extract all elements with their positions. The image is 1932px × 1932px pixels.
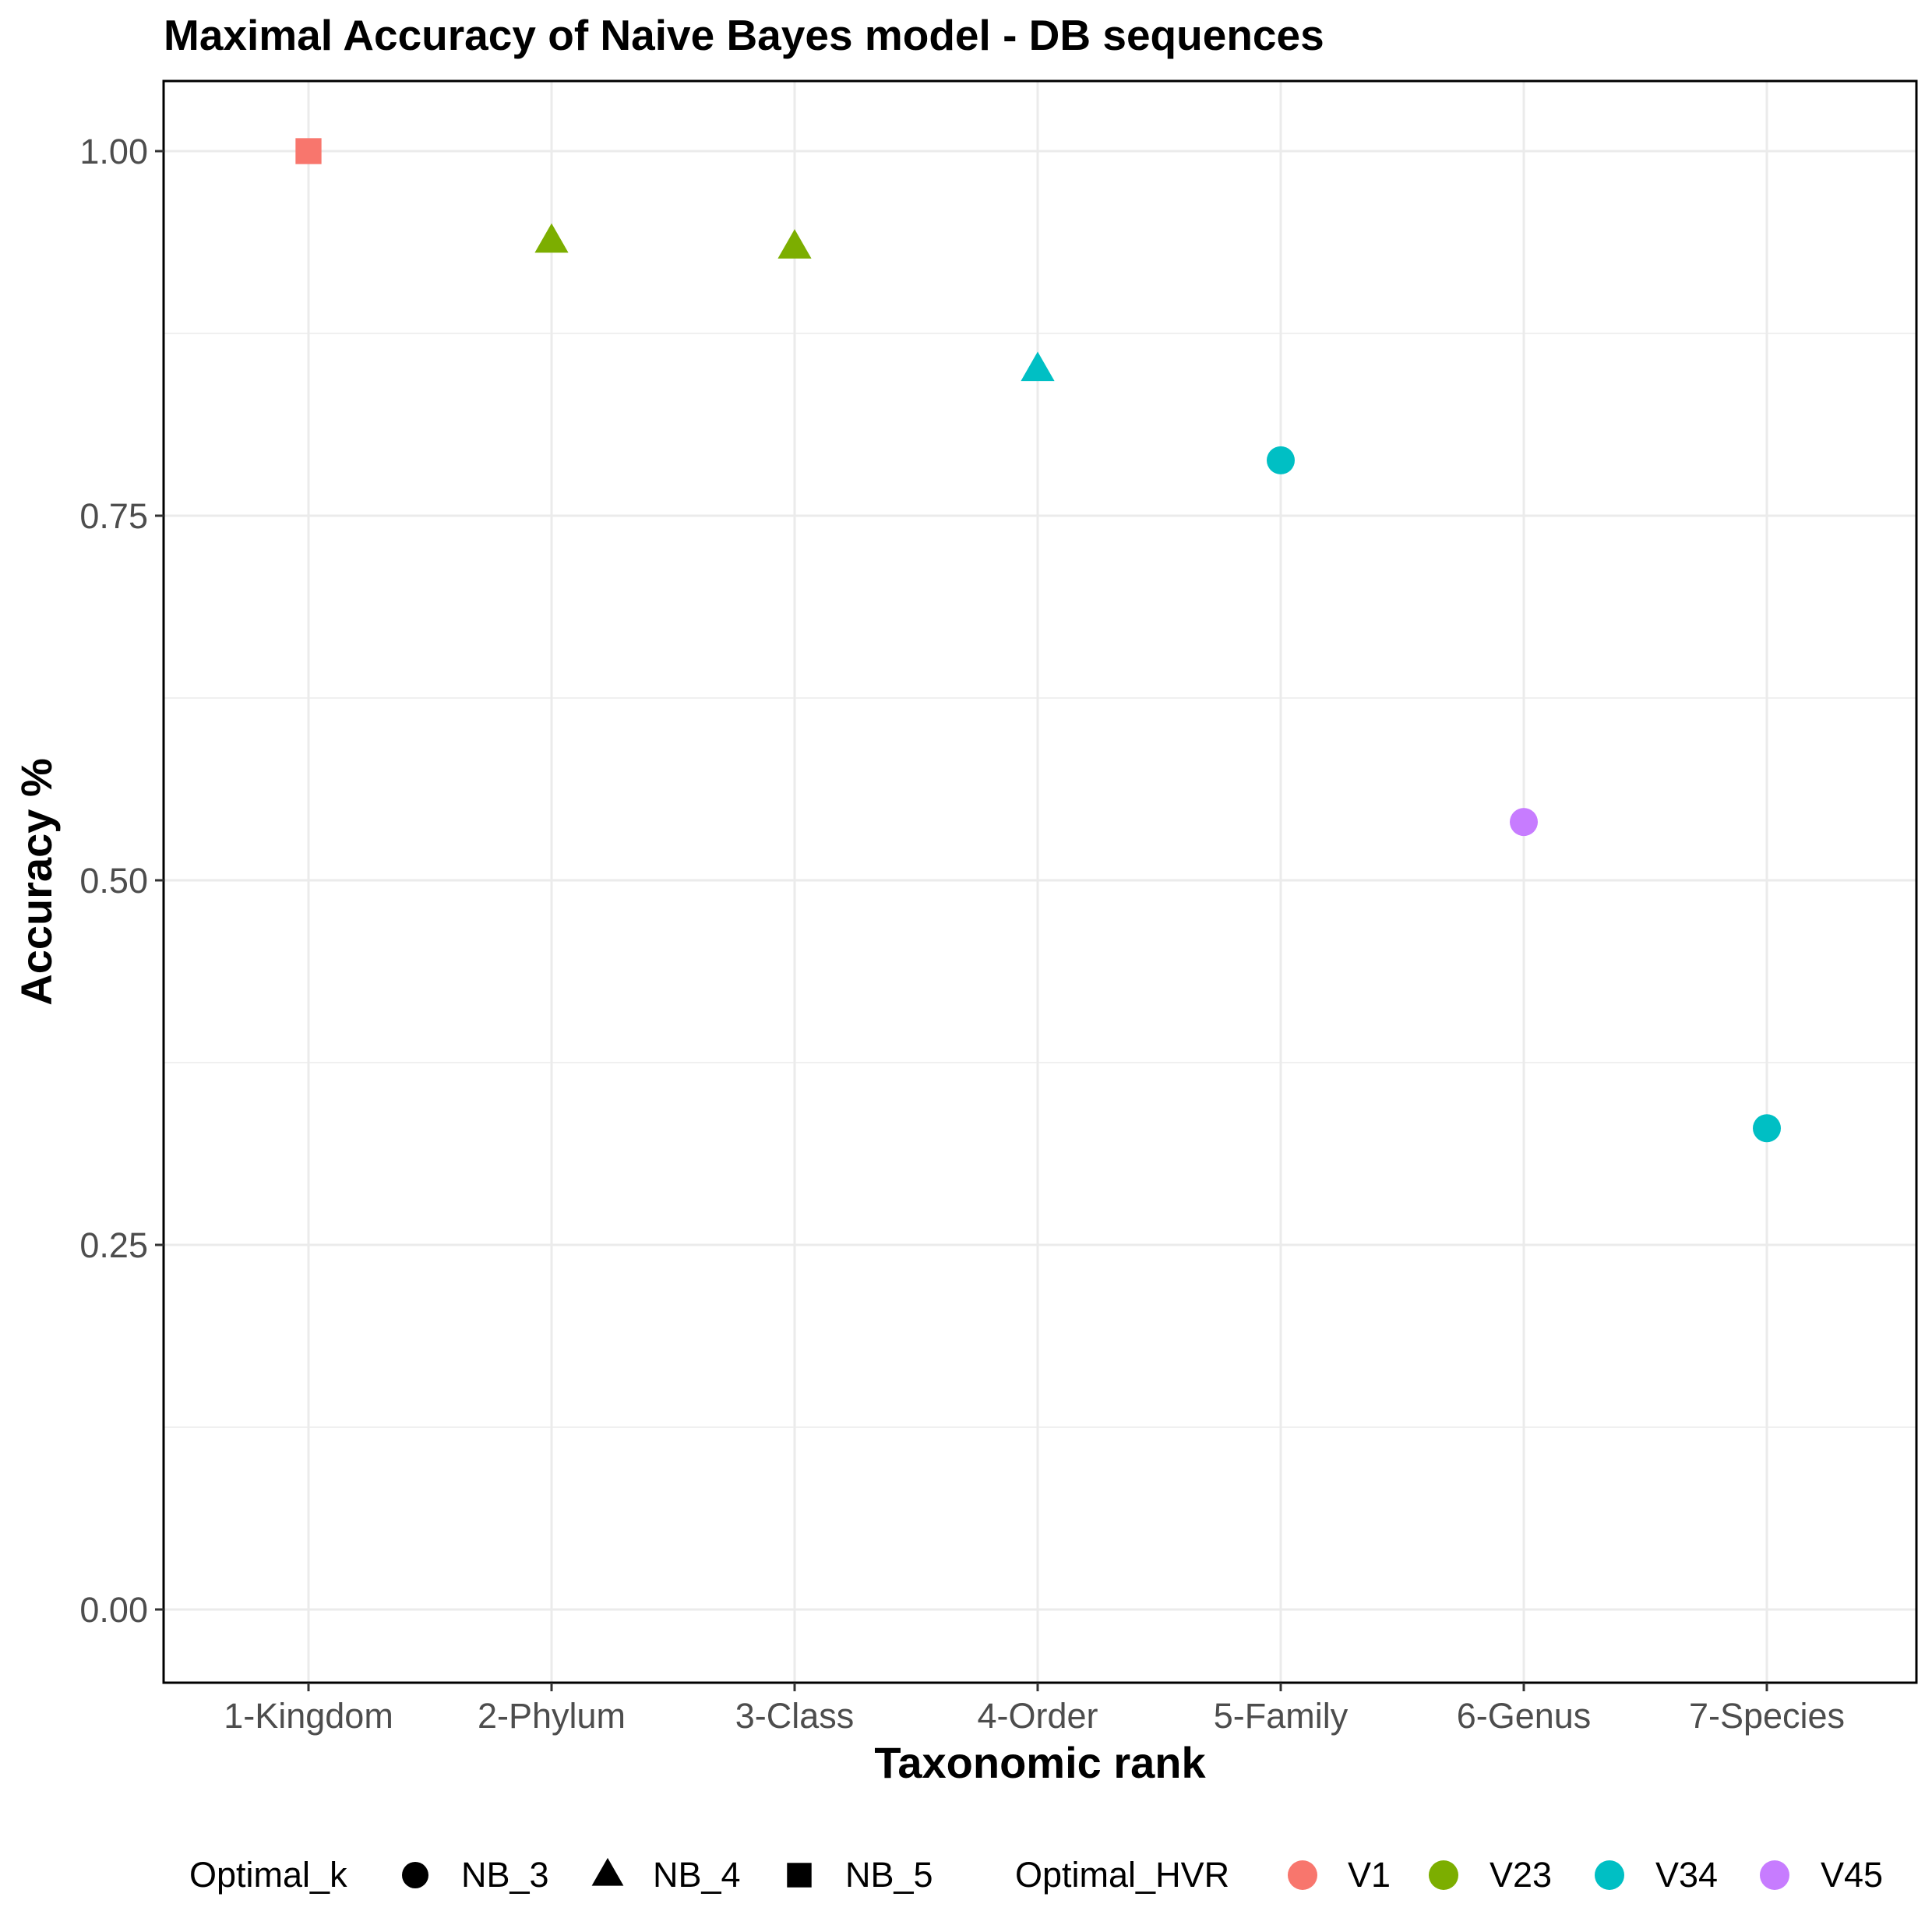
y-axis-title: Accuracy % [12,758,61,1006]
y-tick-label: 0.00 [79,1590,148,1630]
legend-key-square [787,1863,812,1888]
plot-panel-border [162,79,1918,1684]
legend-key-color [1429,1860,1458,1890]
data-point [1267,446,1295,474]
y-tick-label: 0.50 [79,861,148,901]
data-point [1753,1114,1781,1143]
legend: Optimal_k NB_3 NB_4 NB_5 Optimal_HVR V1 V23 V34… [189,1855,1883,1895]
x-tick-label: 1-Kingdom [224,1696,393,1736]
legend-label: NB_5 [845,1855,933,1895]
legend-label: NB_4 [653,1855,741,1895]
legend-title-color: Optimal_HVR [1015,1855,1229,1895]
y-tick-label: 0.75 [79,496,148,536]
x-axis: 1-Kingdom 2-Phylum 3-Class 4-Order 5-Family 6… [224,1683,1845,1736]
legend-key-triangle [591,1857,624,1886]
data-points [295,138,1781,1143]
data-point [534,223,569,253]
x-tick-label: 3-Class [735,1696,855,1736]
y-tick-label: 1.00 [79,132,148,171]
plot-background [164,81,1916,1683]
legend-key-color [1760,1860,1789,1890]
x-tick-label: 5-Family [1214,1696,1349,1736]
data-point [1510,808,1538,837]
legend-key-color [1595,1860,1624,1890]
legend-label: NB_3 [461,1855,549,1895]
y-axis: 0.00 0.25 0.50 0.75 1.00 [79,132,164,1630]
x-axis-title: Taxonomic rank [874,1738,1206,1787]
legend-title-shape: Optimal_k [189,1855,347,1895]
y-tick-label: 0.25 [79,1225,148,1265]
x-tick-label: 2-Phylum [478,1696,626,1736]
legend-label: V23 [1490,1855,1552,1895]
x-tick-label: 6-Genus [1457,1696,1592,1736]
grid-lines [164,81,1916,1683]
legend-key-color [1288,1860,1317,1890]
legend-key-circle [402,1862,428,1888]
legend-label: V1 [1348,1855,1391,1895]
legend-label: V45 [1821,1855,1883,1895]
data-point [777,229,812,259]
legend-label: V34 [1655,1855,1718,1895]
data-point [1021,351,1055,382]
x-tick-label: 4-Order [977,1696,1098,1736]
chart-title: Maximal Accuracy of Naive Bayes model - … [164,11,1324,59]
x-tick-label: 7-Species [1689,1696,1845,1736]
data-point [295,138,322,164]
